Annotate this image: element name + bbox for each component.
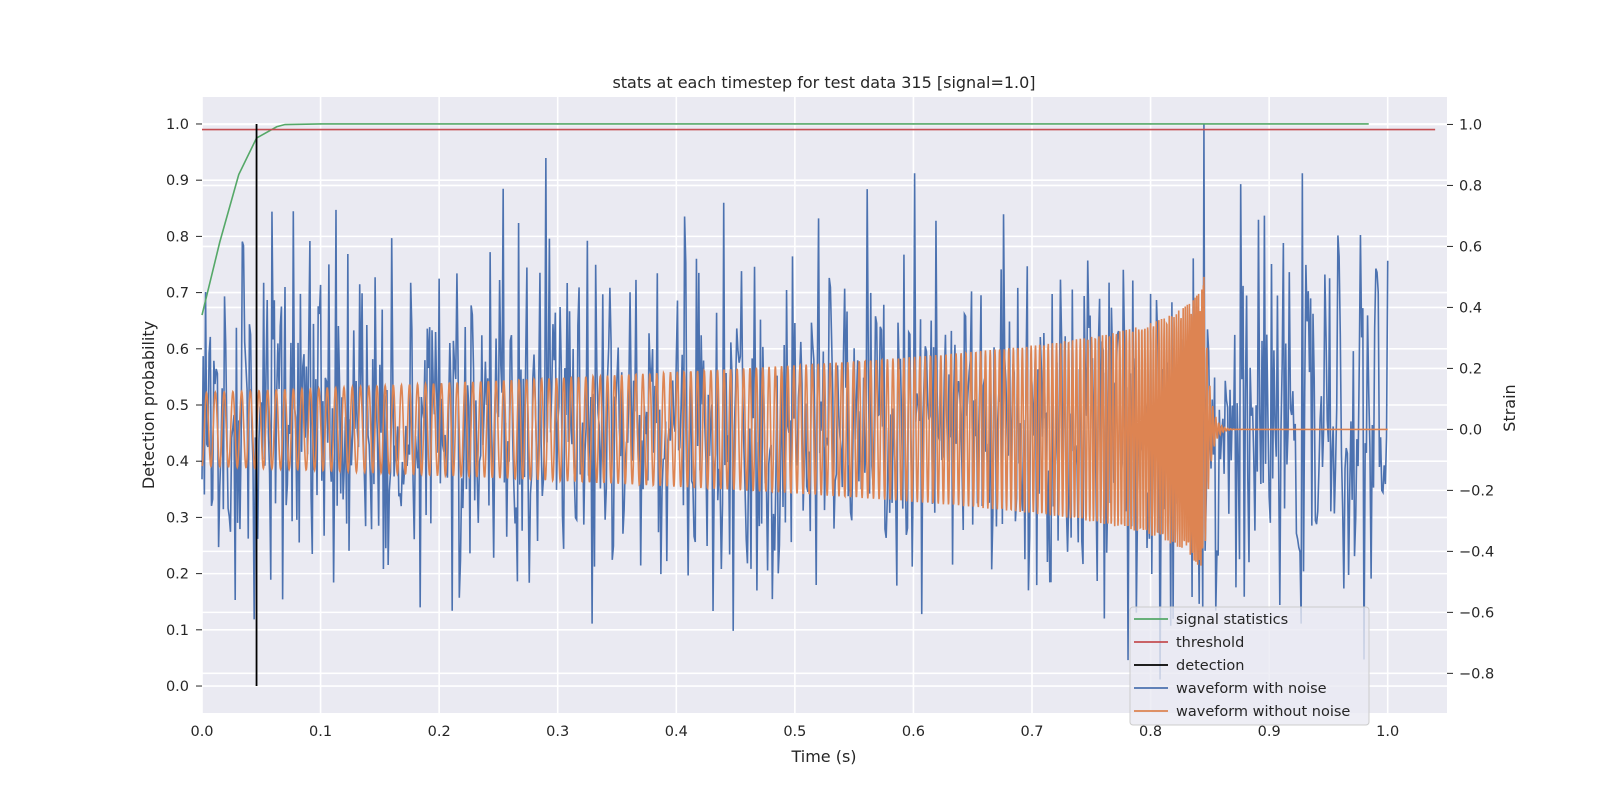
y-tick-label-left: 0.9 [166, 173, 189, 189]
y-axis-left: 0.0 0.1 0.2 0.3 0.4 0.5 0.6 0.7 0.8 0.9 1.0 [166, 117, 202, 695]
y-axis-label-right: Strain [1500, 384, 1519, 431]
chart-title: stats at each timestep for test data 315… [612, 73, 1035, 92]
y-tick-label-right: 0.4 [1459, 300, 1482, 316]
y-tick-label-left: 0.0 [166, 679, 189, 695]
x-tick-label: 0.0 [190, 724, 213, 740]
x-tick-label: 0.7 [1020, 724, 1043, 740]
x-axis: 0.0 0.1 0.2 0.3 0.4 0.5 0.6 0.7 0.8 0.9 1.0 [190, 724, 1399, 740]
legend-label: detection [1176, 658, 1244, 674]
y-tick-label-right: 0.2 [1459, 361, 1482, 377]
y-tick-label-right: 0.0 [1459, 422, 1482, 438]
y-tick-label-right: −0.8 [1459, 666, 1494, 682]
y-tick-label-left: 0.6 [166, 342, 189, 358]
x-tick-label: 0.4 [665, 724, 688, 740]
x-tick-label: 0.3 [546, 724, 569, 740]
y-tick-label-right: −0.2 [1459, 483, 1494, 499]
y-tick-label-left: 1.0 [166, 117, 189, 133]
y-tick-label-left: 0.1 [166, 623, 189, 639]
series-signal-statistics [201, 123, 1369, 316]
x-tick-label: 0.6 [902, 724, 925, 740]
y-tick-label-left: 0.8 [166, 229, 189, 245]
legend: signal statistics threshold detection wavef… [1129, 606, 1370, 726]
y-tick-label-right: −0.4 [1459, 544, 1494, 560]
y-tick-label-left: 0.4 [166, 454, 189, 470]
legend-label: threshold [1176, 635, 1244, 651]
legend-box [1129, 606, 1370, 726]
y-tick-label-right: −0.6 [1459, 605, 1494, 621]
y-tick-label-right: 0.6 [1459, 239, 1482, 255]
y-tick-label-right: 0.8 [1459, 178, 1482, 194]
x-tick-label: 1.0 [1376, 724, 1399, 740]
x-axis-label: Time (s) [790, 747, 856, 766]
x-tick-label: 0.1 [309, 724, 332, 740]
y-tick-label-right: 1.0 [1459, 117, 1482, 133]
legend-label: waveform with noise [1176, 681, 1327, 697]
y-tick-label-left: 0.7 [166, 286, 189, 302]
y-tick-label-left: 0.5 [166, 398, 189, 414]
y-tick-label-left: 0.3 [166, 510, 189, 526]
y-axis-label-left: Detection probability [139, 321, 158, 489]
plot-series [201, 123, 1436, 687]
x-tick-label: 0.2 [428, 724, 451, 740]
legend-label: waveform without noise [1176, 704, 1350, 720]
y-axis-right: −0.8 −0.6 −0.4 −0.2 0.0 0.2 0.4 0.6 0.8 1.0 [1447, 117, 1494, 682]
x-tick-label: 0.8 [1139, 724, 1162, 740]
y-tick-label-left: 0.2 [166, 567, 189, 583]
x-tick-label: 0.5 [783, 724, 806, 740]
legend-label: signal statistics [1176, 612, 1288, 628]
series-waveform-without-noise [201, 276, 1388, 566]
x-tick-label: 0.9 [1258, 724, 1281, 740]
